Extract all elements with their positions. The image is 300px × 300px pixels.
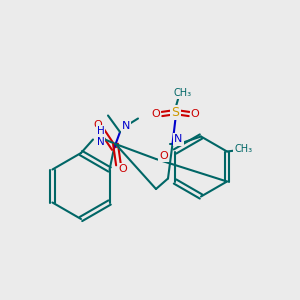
Text: O: O bbox=[159, 151, 168, 161]
Text: H
N: H N bbox=[97, 126, 104, 147]
Text: O: O bbox=[190, 109, 200, 119]
Text: S: S bbox=[172, 106, 179, 119]
Text: O: O bbox=[152, 109, 160, 119]
Text: CH₃: CH₃ bbox=[174, 88, 192, 98]
Text: N: N bbox=[174, 134, 183, 145]
Text: O: O bbox=[93, 119, 102, 130]
Text: N: N bbox=[122, 121, 130, 131]
Text: CH₃: CH₃ bbox=[234, 143, 253, 154]
Text: O: O bbox=[118, 164, 127, 175]
